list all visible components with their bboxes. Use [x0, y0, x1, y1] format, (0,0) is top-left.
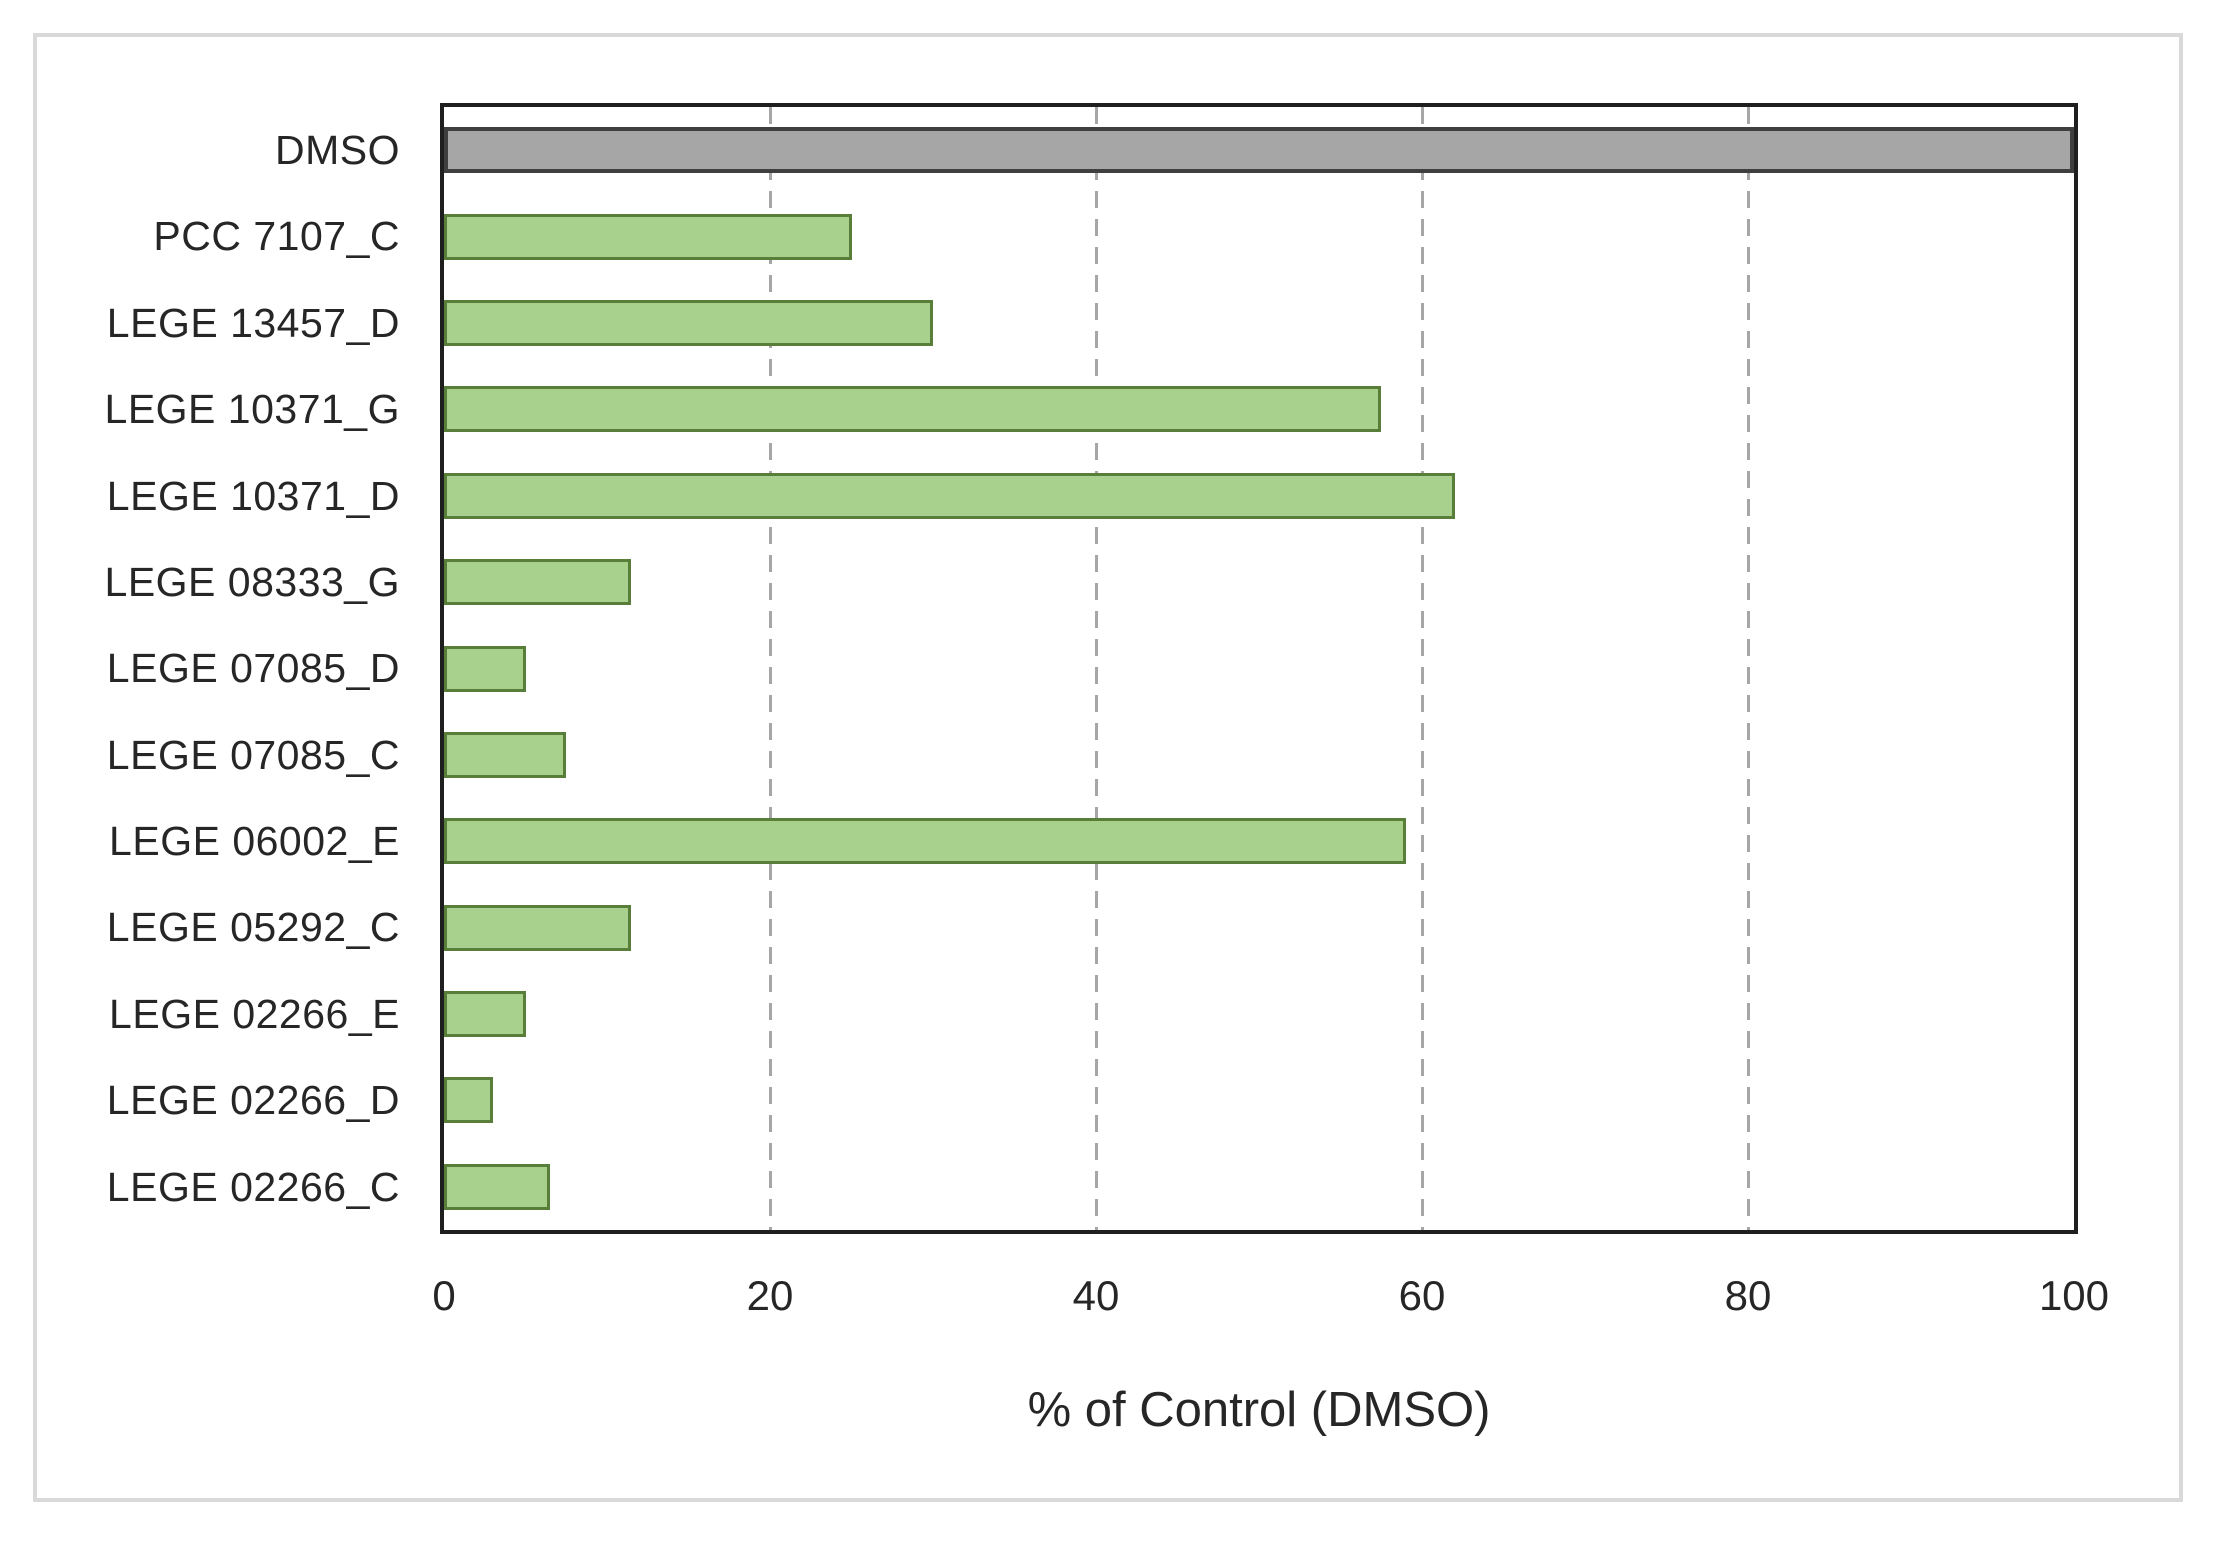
bar-lege-07085-d [444, 646, 526, 692]
category-label-lege-02266-e: LEGE 02266_E [109, 990, 400, 1037]
category-axis-labels: DMSO PCC 7107_C LEGE 13457_D LEGE 10371_G LE… [0, 103, 400, 1234]
bar-lege-13457-d [444, 300, 933, 346]
category-label-lege-13457-d: LEGE 13457_D [106, 299, 400, 346]
bar-pcc-7107-c [444, 214, 852, 260]
category-label-lege-07085-d: LEGE 07085_D [106, 644, 400, 691]
gridline-80 [1747, 107, 1750, 1230]
bar-lege-10371-d [444, 473, 1455, 519]
x-tick-label-20: 20 [746, 1272, 794, 1319]
bar-lege-08333-g [444, 559, 631, 605]
category-label-lege-02266-d: LEGE 02266_D [106, 1076, 400, 1123]
x-tick-label-60: 60 [1398, 1272, 1446, 1319]
category-label-lege-10371-d: LEGE 10371_D [106, 472, 400, 519]
category-label-lege-05292-c: LEGE 05292_C [106, 903, 400, 950]
bar-lege-07085-c [444, 732, 566, 778]
bar-lege-02266-e [444, 991, 526, 1037]
bar-lege-02266-c [444, 1164, 550, 1210]
bar-dmso [444, 127, 2074, 173]
x-tick-label-0: 0 [432, 1272, 456, 1319]
plot-area [440, 103, 2078, 1234]
category-label-lege-08333-g: LEGE 08333_G [104, 558, 400, 605]
x-tick-label-40: 40 [1072, 1272, 1120, 1319]
gridline-20 [769, 107, 772, 1230]
category-label-pcc-7107-c: PCC 7107_C [153, 212, 400, 259]
gridline-40 [1095, 107, 1098, 1230]
bar-lege-10371-g [444, 386, 1381, 432]
category-label-lege-02266-c: LEGE 02266_C [106, 1163, 400, 1210]
category-label-lege-10371-g: LEGE 10371_G [104, 385, 400, 432]
bar-lege-06002-e [444, 818, 1406, 864]
category-label-lege-06002-e: LEGE 06002_E [109, 817, 400, 864]
bar-lege-05292-c [444, 905, 631, 951]
x-axis-title: % of Control (DMSO) [1027, 1383, 1491, 1437]
x-tick-label-80: 80 [1724, 1272, 1772, 1319]
category-label-dmso: DMSO [275, 126, 400, 173]
gridline-60 [1421, 107, 1424, 1230]
category-label-lege-07085-c: LEGE 07085_C [106, 731, 400, 778]
x-tick-label-100: 100 [2038, 1272, 2110, 1319]
bar-lege-02266-d [444, 1077, 493, 1123]
